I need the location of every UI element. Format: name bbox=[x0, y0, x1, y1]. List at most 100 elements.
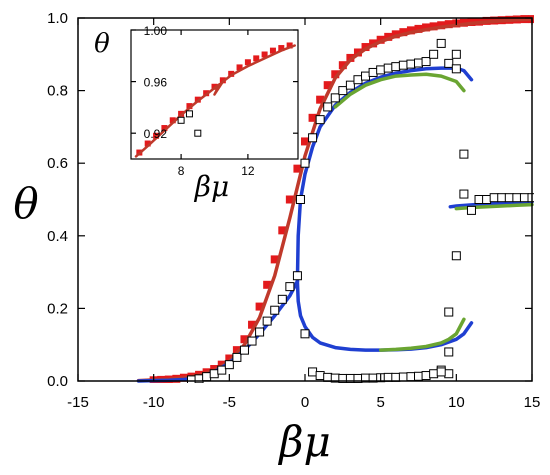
main-series-10-point bbox=[383, 372, 393, 382]
main-series-9-point bbox=[391, 62, 401, 72]
main-series-9-point bbox=[315, 115, 325, 125]
inset-y-axis-title: θ bbox=[94, 29, 110, 59]
main-series-9-point bbox=[239, 345, 249, 355]
main-series-0-point bbox=[301, 137, 309, 146]
main-series-0-point bbox=[406, 26, 415, 35]
main-series-10-point bbox=[429, 369, 439, 379]
main-series-9-point bbox=[247, 336, 257, 346]
main-series-9-point bbox=[414, 58, 423, 68]
main-series-9-point bbox=[308, 133, 318, 143]
inset-series-0-point bbox=[153, 132, 160, 139]
main-series-0-point bbox=[429, 22, 438, 31]
main-series-0-point bbox=[278, 226, 287, 235]
inset-x-axis-title: βμ bbox=[194, 170, 229, 203]
inset-series-0-point bbox=[269, 47, 276, 54]
main-ytick-label: 0.8 bbox=[47, 83, 68, 100]
main-series-9-point bbox=[474, 195, 484, 204]
inset-ytick-label: 0.92 bbox=[144, 127, 168, 141]
main-series-0-point bbox=[399, 28, 408, 37]
main-series-9-point bbox=[421, 57, 431, 67]
main-series-9-point bbox=[444, 307, 454, 317]
main-series-9-point bbox=[451, 64, 461, 74]
main-series-0-point bbox=[384, 32, 393, 41]
inset-series-0-point bbox=[261, 51, 268, 58]
main-series-10-point bbox=[315, 371, 325, 381]
main-ytick-label: 0.0 bbox=[47, 373, 68, 390]
main-series-7-line bbox=[378, 317, 466, 352]
main-series-0-point bbox=[422, 23, 431, 32]
main-plot: -15 -10 -5 0 5 10 15 0.0 0.2 0.4 0.6 0.8 1.0 βμ θ bbox=[13, 10, 540, 466]
main-series-10-point bbox=[414, 371, 423, 381]
main-series-9-point bbox=[295, 195, 305, 204]
main-series-9-point bbox=[482, 195, 492, 204]
main-series-0-point bbox=[437, 21, 446, 30]
main-series-9-point bbox=[292, 271, 302, 281]
inset-ytick-label: 0.96 bbox=[144, 76, 168, 90]
inset-series-0-point bbox=[244, 59, 251, 66]
inset-series-0-point bbox=[236, 64, 243, 71]
main-series-9-point bbox=[436, 38, 446, 48]
main-series-0-point bbox=[270, 255, 279, 264]
main-series-9-point bbox=[444, 347, 454, 357]
main-ytick-label: 1.0 bbox=[47, 10, 68, 27]
main-series-9-point bbox=[466, 205, 476, 215]
main-series-9-point bbox=[429, 49, 439, 59]
main-series-9-point bbox=[376, 65, 386, 75]
main-series-0-point bbox=[391, 30, 400, 39]
main-series-0-point bbox=[323, 81, 332, 90]
main-series-9-point bbox=[255, 327, 265, 337]
main-series-0-point bbox=[285, 195, 294, 204]
main-xtick-label: 5 bbox=[376, 394, 384, 411]
main-xtick-label: -10 bbox=[143, 394, 165, 411]
main-series-9-point bbox=[497, 193, 507, 203]
inset-frame bbox=[130, 29, 299, 160]
main-series-10-point bbox=[391, 372, 401, 382]
main-series-9-point bbox=[383, 63, 393, 73]
main-series-9-point bbox=[209, 369, 219, 379]
main-series-9-point bbox=[398, 60, 408, 70]
main-series-0-point bbox=[316, 95, 325, 104]
inset-series-0-point bbox=[286, 42, 293, 49]
main-x-axis-title: βμ bbox=[277, 417, 331, 466]
main-xtick-label: 0 bbox=[301, 394, 309, 411]
main-series-9-point bbox=[224, 360, 234, 370]
inset-series-0-point bbox=[144, 140, 151, 147]
main-series-9-point bbox=[519, 193, 529, 203]
main-series-9-point bbox=[345, 80, 355, 90]
main-series-9-point bbox=[277, 294, 287, 304]
main-series-group bbox=[136, 15, 534, 383]
inset-ytick-label: 1.00 bbox=[144, 24, 168, 38]
main-series-9-point bbox=[368, 67, 378, 77]
main-series-9-point bbox=[406, 59, 416, 69]
main-xtick-label: 15 bbox=[524, 394, 541, 411]
main-series-10-point bbox=[308, 367, 318, 377]
main-series-9-point bbox=[300, 158, 310, 168]
main-series-9-point bbox=[361, 71, 371, 81]
main-xtick-label: 10 bbox=[448, 394, 465, 411]
inset-series-2-point bbox=[177, 116, 185, 124]
main-series-0-point bbox=[232, 346, 241, 355]
main-series-9-point bbox=[489, 193, 499, 203]
main-series-9-point bbox=[232, 352, 242, 362]
main-series-10-point bbox=[421, 371, 431, 381]
main-series-0-point bbox=[263, 280, 272, 289]
main-series-10-point bbox=[323, 372, 333, 382]
main-series-9-point bbox=[444, 58, 454, 68]
main-series-9-point bbox=[512, 193, 522, 203]
inset-xtick-label: 12 bbox=[241, 164, 255, 178]
inset-plot: 8 12 0.92 0.96 1.00 βμ θ bbox=[94, 24, 299, 203]
main-series-0-point bbox=[240, 335, 249, 344]
main-series-0-point bbox=[338, 61, 347, 70]
main-series-6-line bbox=[333, 72, 466, 109]
main-series-9-point bbox=[451, 49, 461, 59]
inset-series-group bbox=[134, 42, 296, 158]
main-y-axis-title: θ bbox=[13, 179, 38, 228]
main-series-9-point bbox=[262, 316, 272, 326]
main-series-0-point bbox=[444, 20, 453, 29]
main-series-9-point bbox=[459, 149, 469, 159]
main-series-9-point bbox=[323, 102, 333, 112]
inset-series-0-point bbox=[161, 125, 168, 132]
main-series-9-point bbox=[330, 93, 340, 103]
main-series-9-point bbox=[285, 282, 295, 292]
